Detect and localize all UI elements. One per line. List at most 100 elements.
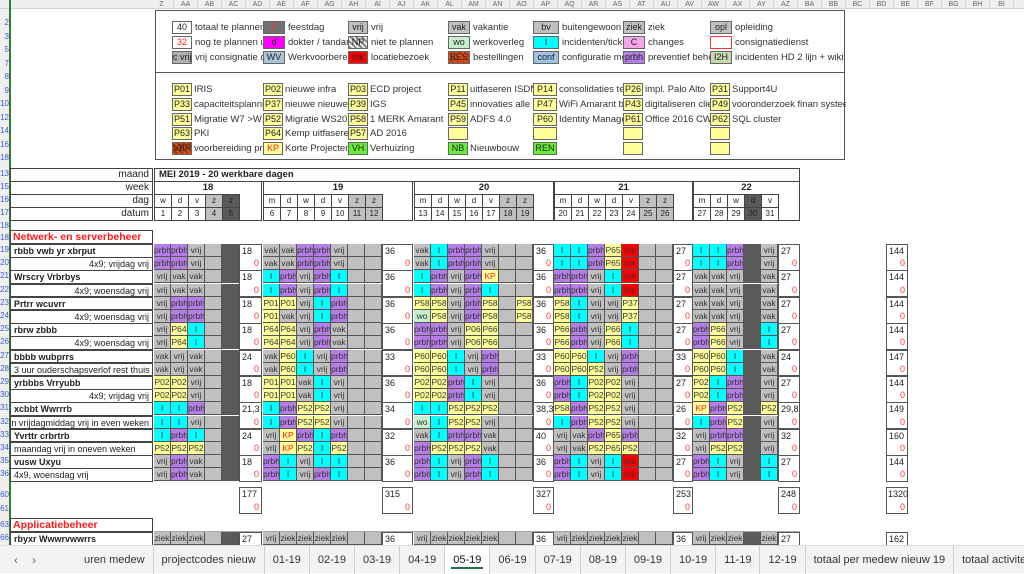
planning-cell[interactable]: P58 <box>431 310 448 323</box>
planning-cell[interactable]: I <box>414 402 431 416</box>
planning-cell[interactable] <box>639 283 656 297</box>
planning-cell[interactable] <box>744 532 761 545</box>
column-letter[interactable]: AZ <box>774 0 798 8</box>
planning-cell[interactable]: vak <box>710 296 727 310</box>
planning-cell[interactable] <box>639 257 656 271</box>
planning-cell[interactable]: P52 <box>297 442 314 455</box>
planning-cell[interactable] <box>205 244 222 257</box>
planning-cell[interactable]: I <box>605 270 622 284</box>
planning-cell[interactable]: I <box>448 349 465 363</box>
planning-cell[interactable] <box>365 376 382 389</box>
planning-cell[interactable] <box>205 310 222 323</box>
planning-cell[interactable]: vrij <box>622 415 639 429</box>
planning-cell[interactable] <box>516 362 533 376</box>
planning-cell[interactable] <box>499 349 516 363</box>
planning-cell[interactable]: vrij <box>154 310 171 323</box>
planning-cell[interactable] <box>348 389 365 403</box>
date-number[interactable]: 3 <box>188 207 206 221</box>
planning-cell[interactable]: P01 <box>280 296 297 310</box>
planning-cell[interactable] <box>744 442 761 455</box>
planning-cell[interactable]: prbh <box>448 257 465 271</box>
planning-cell[interactable]: vak <box>710 310 727 323</box>
planning-cell[interactable]: prbh <box>414 336 431 350</box>
planning-cell[interactable] <box>656 532 673 545</box>
planning-cell[interactable]: P52 <box>448 402 465 416</box>
planning-cell[interactable]: I <box>263 283 280 297</box>
planning-cell[interactable]: vak <box>188 283 205 297</box>
date-number[interactable]: 1 <box>154 207 172 221</box>
column-letter[interactable]: BG <box>942 0 966 8</box>
planning-cell[interactable] <box>348 362 365 376</box>
planning-cell[interactable]: prbh <box>727 257 744 271</box>
column-letter[interactable]: BI <box>990 0 1014 8</box>
row-number[interactable]: 63 <box>0 520 9 529</box>
planning-cell[interactable] <box>348 442 365 455</box>
planning-cell[interactable] <box>639 362 656 376</box>
planning-cell[interactable]: I <box>571 310 588 323</box>
column-letter[interactable]: BB <box>822 0 846 8</box>
planning-cell[interactable]: P52 <box>761 402 778 416</box>
planning-cell[interactable]: vrij <box>448 336 465 350</box>
sheet-tab[interactable]: 02-19 <box>310 545 355 574</box>
planning-cell[interactable]: prbh <box>622 349 639 363</box>
planning-cell[interactable] <box>639 270 656 284</box>
planning-cell[interactable]: vrij <box>605 349 622 363</box>
planning-cell[interactable]: vrij <box>448 455 465 469</box>
planning-cell[interactable] <box>348 402 365 416</box>
planning-cell[interactable] <box>205 323 222 337</box>
row-number[interactable]: 66 <box>0 533 9 542</box>
planning-cell[interactable] <box>205 415 222 429</box>
planning-cell[interactable]: prbh <box>431 323 448 337</box>
planning-cell[interactable]: prbh <box>154 244 171 257</box>
column-letter[interactable]: AJ <box>390 0 414 8</box>
planning-cell[interactable] <box>222 468 239 482</box>
planning-cell[interactable] <box>205 455 222 469</box>
planning-cell[interactable] <box>365 442 382 455</box>
row-number[interactable]: 18 <box>0 221 9 230</box>
column-letter[interactable]: AB <box>198 0 222 8</box>
planning-cell[interactable]: P64 <box>263 323 280 337</box>
column-letter[interactable]: AV <box>678 0 702 8</box>
date-number[interactable]: 23 <box>605 207 623 221</box>
planning-cell[interactable] <box>744 402 761 416</box>
planning-cell[interactable] <box>639 532 656 545</box>
planning-cell[interactable]: I <box>431 455 448 469</box>
planning-cell[interactable]: P60 <box>554 362 571 376</box>
planning-cell[interactable]: P52 <box>482 402 499 416</box>
date-number[interactable]: 11 <box>348 207 366 221</box>
planning-cell[interactable] <box>656 257 673 271</box>
planning-cell[interactable]: ziek <box>605 532 622 545</box>
planning-cell[interactable] <box>516 389 533 403</box>
planning-cell[interactable]: P60 <box>431 362 448 376</box>
planning-cell[interactable] <box>348 244 365 257</box>
column-letter[interactable]: AW <box>702 0 726 8</box>
planning-cell[interactable]: P66 <box>710 336 727 350</box>
planning-cell[interactable] <box>348 415 365 429</box>
planning-cell[interactable]: P01 <box>263 389 280 403</box>
planning-cell[interactable]: prbh <box>571 270 588 284</box>
planning-cell[interactable]: vak <box>414 428 431 442</box>
planning-cell[interactable]: I <box>431 468 448 482</box>
sheet-tab[interactable]: 10-19 <box>671 545 717 574</box>
planning-cell[interactable] <box>222 442 239 455</box>
planning-cell[interactable]: P52 <box>314 402 331 416</box>
planning-cell[interactable]: ziek <box>431 532 448 545</box>
planning-cell[interactable]: prbh <box>263 468 280 482</box>
planning-cell[interactable]: vrij <box>297 296 314 310</box>
planning-cell[interactable]: ziek <box>761 532 778 545</box>
sheet-tab[interactable]: 06-19 <box>490 545 536 574</box>
planning-cell[interactable]: vrij <box>297 323 314 337</box>
column-letter[interactable]: AH <box>342 0 366 8</box>
planning-cell[interactable]: vrij <box>727 296 744 310</box>
planning-cell[interactable]: P58 <box>554 296 571 310</box>
planning-cell[interactable] <box>656 323 673 337</box>
planning-cell[interactable] <box>656 428 673 442</box>
row-number[interactable]: 17 <box>0 208 9 217</box>
planning-cell[interactable]: P01 <box>263 376 280 389</box>
planning-cell[interactable]: ziek <box>727 532 744 545</box>
planning-cell[interactable]: prbh <box>171 455 188 469</box>
planning-cell[interactable]: P60 <box>571 362 588 376</box>
planning-cell[interactable]: P52 <box>314 415 331 429</box>
planning-cell[interactable] <box>639 336 656 350</box>
planning-cell[interactable]: vrij <box>154 283 171 297</box>
